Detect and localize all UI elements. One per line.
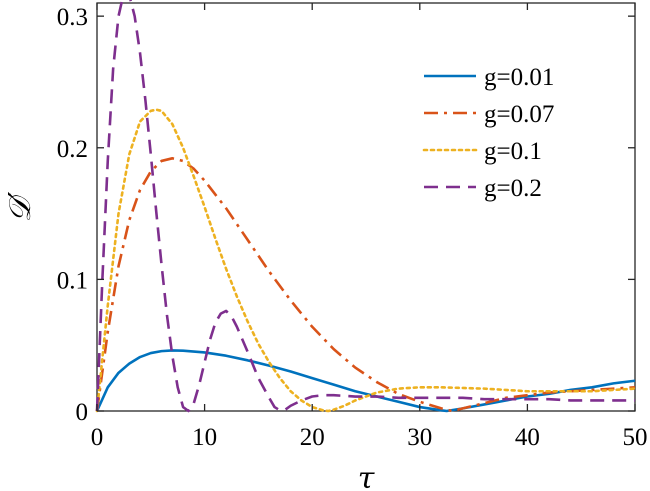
y-tick-label: 0.2	[57, 136, 88, 163]
y-axis-label: 𝒟′	[3, 191, 38, 222]
x-tick-label: 20	[300, 424, 325, 451]
y-tick-label: 0	[76, 399, 89, 426]
y-tick-label: 0.3	[57, 4, 88, 31]
plot-area	[96, 2, 636, 412]
series-layer	[95, 0, 637, 413]
series-line-0	[95, 349, 636, 413]
x-tick-label: 50	[623, 424, 648, 451]
series-line-2	[95, 108, 637, 413]
x-tick-label: 10	[192, 424, 217, 451]
y-tick-label: 0.1	[57, 267, 88, 294]
plot-frame	[96, 2, 636, 412]
ticks-layer: 0 10 20 30 40 50 0 0.1 0.2 0.3	[57, 3, 648, 451]
series-line-3	[95, 0, 635, 413]
x-tick-label: 40	[515, 424, 540, 451]
x-tick-label: 30	[407, 424, 432, 451]
legend-label-3: g=0.2	[484, 175, 542, 202]
legend-label-2: g=0.1	[484, 138, 542, 165]
legend: g=0.01 g=0.07 g=0.1 g=0.2	[422, 64, 554, 202]
x-axis-label: τ	[358, 461, 375, 491]
legend-label-0: g=0.01	[484, 64, 554, 91]
x-tick-label: 0	[91, 424, 104, 451]
series-line-1	[95, 157, 636, 413]
legend-label-1: g=0.07	[484, 101, 554, 128]
